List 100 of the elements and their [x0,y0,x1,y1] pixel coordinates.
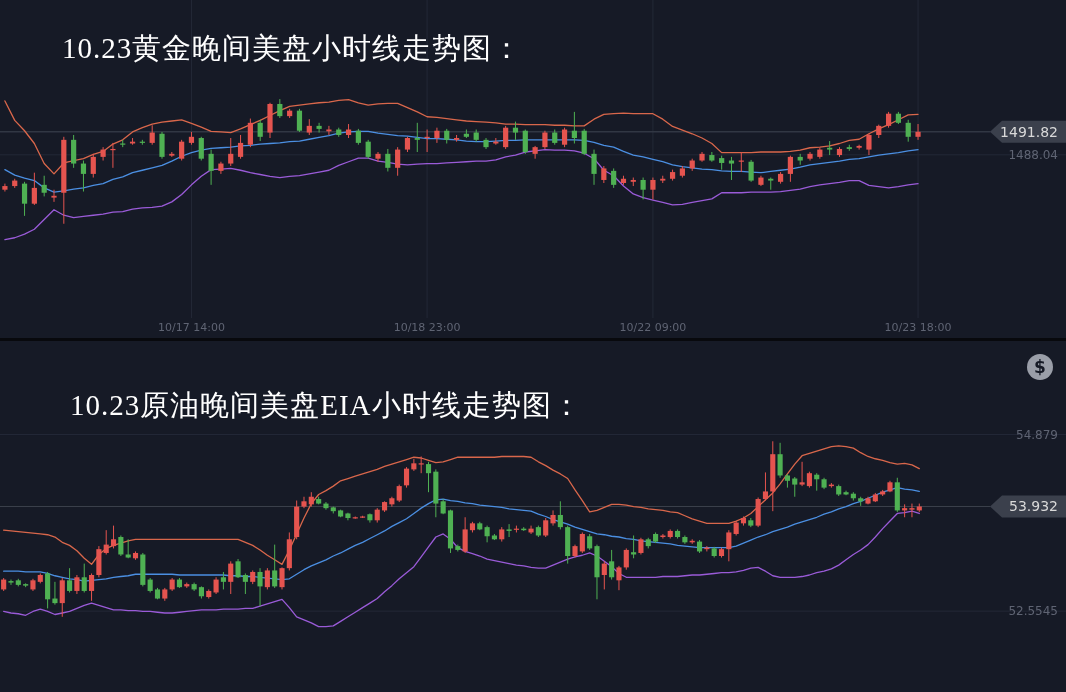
candlestick [762,471,769,502]
candlestick [89,572,95,602]
candlestick [462,516,468,554]
line-series [4,99,919,175]
x-tick-label: 10/22 09:00 [619,321,687,334]
candlestick [799,461,805,487]
candlestick [80,160,87,193]
candlestick [726,529,732,562]
candlestick [59,577,65,618]
candlestick [159,131,165,160]
candlestick [198,136,204,162]
line-series [3,445,920,566]
y-tick-label: 53.932 [1009,498,1058,515]
candlestick [257,119,263,142]
candlestick [103,529,109,555]
candlestick [179,139,185,162]
candlestick [247,118,253,148]
candlestick [434,127,440,144]
candlestick [571,111,577,144]
candlestick [228,560,234,595]
candlestick [792,476,798,498]
candlestick [581,128,587,156]
candlestick [81,563,87,593]
candlestick [609,549,615,581]
candlestick [90,153,96,179]
x-tick-label: 10/23 18:00 [884,321,952,334]
candlestick [522,129,528,155]
candlestick [41,175,47,197]
text: $ [1034,357,1046,377]
candlestick [118,534,124,557]
candlestick [31,172,37,206]
candlestick [272,544,278,589]
candlestick [228,137,234,167]
candlestick [528,525,534,535]
candlestick [591,149,597,186]
candlestick [301,496,307,509]
candlestick [601,560,607,590]
candlestick [550,509,556,527]
candlestick [100,146,106,162]
candlestick [149,124,155,146]
y-tick-label: 1488.04 [1008,147,1058,162]
line-series [3,510,920,628]
candlestick [640,177,646,200]
candlestick [425,461,432,493]
candlestick [866,133,872,156]
candlestick [403,466,410,489]
candlestick [395,146,401,177]
candlestick [506,523,512,538]
candlestick [74,574,80,595]
text: 10.23原油晚间美盘EIA小时线走势图： [70,389,582,421]
candlestick [542,130,548,150]
candlestick [728,156,735,181]
candlestick [660,533,666,540]
candlestick [856,144,862,151]
candlestick [748,159,754,183]
candlestick [21,181,28,217]
candlestick [323,501,329,511]
candlestick [777,442,783,479]
candlestick [909,503,915,518]
x-tick-label: 10/18 23:00 [393,321,461,334]
candlestick [2,183,8,193]
line-series [4,148,919,241]
candlestick [375,151,381,163]
candlestick [235,558,241,579]
candlestick [915,123,921,141]
candlestick [543,517,549,538]
candlestick [579,531,585,554]
candlestick [787,155,793,183]
candlestick [905,119,911,143]
candlestick [503,125,509,150]
text: 10.23黄金晚间美盘小时线走势图： [62,32,523,64]
candlestick [110,142,116,169]
candlestick [237,134,244,160]
candlestick [365,139,371,160]
candlestick [623,547,629,571]
candlestick [277,98,283,119]
candlestick [532,145,538,160]
candlestick [52,581,58,606]
candlestick [257,567,263,607]
candlestick [385,148,391,172]
candlestick [616,565,622,591]
candlestick [8,579,14,586]
candlestick [682,534,688,545]
candlestick [414,122,420,153]
y-tick-label: 1491.82 [1000,123,1058,140]
candlestick [611,167,617,189]
candlestick [279,566,285,590]
y-tick-label: 52.5545 [1008,604,1058,619]
candlestick [242,572,248,595]
candlestick [650,177,656,200]
y-tick-label: 54.879 [1016,427,1058,442]
candlestick [557,500,563,530]
candlestick [316,122,322,134]
candlestick [110,525,117,549]
candlestick [561,127,568,148]
candlestick [296,108,303,133]
candlestick [264,567,270,590]
candlestick [208,149,214,186]
x-tick-label: 10/17 14:00 [158,321,225,334]
candlestick [71,134,77,169]
